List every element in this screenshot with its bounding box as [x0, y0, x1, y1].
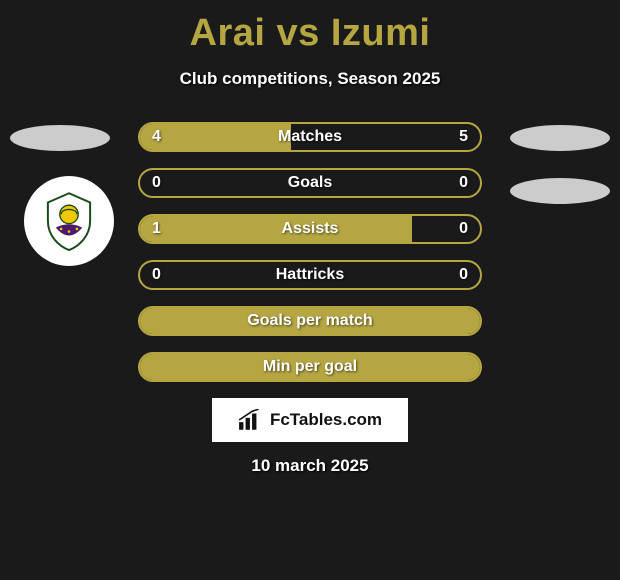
stat-row-matches: 4 Matches 5	[138, 122, 482, 152]
club-right-placeholder	[510, 178, 610, 204]
bar-chart-icon	[238, 409, 264, 431]
stat-label: Min per goal	[140, 354, 480, 380]
club-left-crest	[24, 176, 114, 266]
date-text: 10 march 2025	[0, 456, 620, 476]
stat-row-min-per-goal: Min per goal	[138, 352, 482, 382]
stat-value-right: 0	[459, 170, 468, 196]
player-right-placeholder	[510, 125, 610, 151]
page-title: Arai vs Izumi	[0, 0, 620, 55]
tokyo-verdy-crest-icon	[36, 188, 102, 254]
stat-value-right: 0	[459, 262, 468, 288]
stat-row-hattricks: 0 Hattricks 0	[138, 260, 482, 290]
stat-row-assists: 1 Assists 0	[138, 214, 482, 244]
stats-bars: 4 Matches 5 0 Goals 0 1 Assists 0 0 Hatt…	[138, 122, 482, 398]
stat-label: Assists	[140, 216, 480, 242]
stat-label: Matches	[140, 124, 480, 150]
player-left-placeholder	[10, 125, 110, 151]
stat-label: Goals per match	[140, 308, 480, 334]
subtitle: Club competitions, Season 2025	[0, 69, 620, 89]
stat-label: Hattricks	[140, 262, 480, 288]
stat-value-right: 0	[459, 216, 468, 242]
stat-value-right: 5	[459, 124, 468, 150]
footer-brand-text: FcTables.com	[270, 410, 382, 430]
stat-label: Goals	[140, 170, 480, 196]
stat-row-goals: 0 Goals 0	[138, 168, 482, 198]
stat-row-goals-per-match: Goals per match	[138, 306, 482, 336]
footer-brand-badge: FcTables.com	[212, 398, 408, 442]
